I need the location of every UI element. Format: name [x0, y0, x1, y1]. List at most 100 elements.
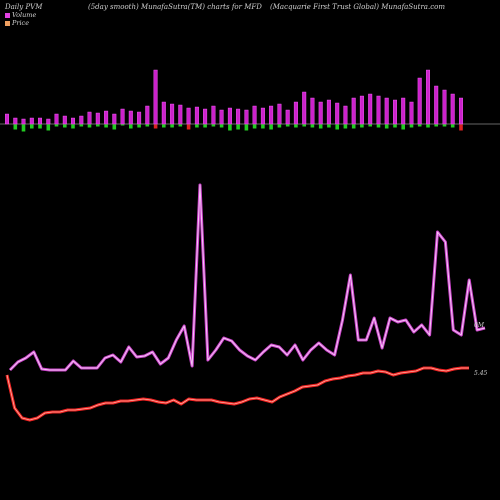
volume-bar-up — [393, 99, 398, 125]
volume-bar-up — [203, 108, 208, 125]
volume-bar-up — [46, 118, 51, 125]
volume-bar-down — [21, 124, 26, 132]
price-line-highlight — [6, 367, 469, 421]
price-swatch — [5, 20, 10, 26]
volume-bar-up — [269, 105, 274, 125]
volume-bar-up — [178, 104, 183, 125]
volume-bar-down — [426, 124, 430, 128]
volume-bar-down — [178, 124, 183, 127]
volume-bar-up — [54, 113, 59, 125]
volume-bar-down — [409, 124, 414, 128]
volume-bar-down — [450, 124, 455, 128]
volume-bar-up — [409, 101, 414, 125]
volume-bar-up — [343, 105, 348, 125]
volume-bar-down — [269, 124, 273, 130]
pvm-line — [8, 183, 486, 372]
volume-bar-up — [335, 102, 340, 125]
volume-bar-down — [236, 124, 240, 130]
volume-bar-up — [417, 77, 422, 125]
volume-bar-down — [63, 124, 67, 128]
volume-bar-down — [327, 124, 331, 128]
volume-bar-down — [351, 124, 356, 129]
volume-bar-down — [195, 124, 199, 128]
legend-label-volume: Volume — [12, 11, 37, 19]
volume-bar-up — [211, 105, 216, 125]
volume-bar-up — [384, 97, 389, 125]
pvm-line-highlight — [9, 184, 486, 371]
volume-bar-up — [326, 99, 331, 125]
volume-bar-down — [252, 124, 257, 129]
volume-bar-up — [227, 107, 232, 125]
volume-bar-up — [112, 113, 117, 125]
volume-bar-up — [368, 93, 373, 125]
volume-bar-up — [277, 103, 282, 125]
volume-bar-down — [302, 124, 306, 127]
volume-bar-up — [219, 109, 224, 125]
volume-bar-down — [376, 124, 381, 128]
volume-bar-down — [244, 124, 249, 131]
volume-bar-down — [13, 124, 18, 130]
volume-bar-up — [318, 101, 323, 125]
volume-bar-up — [120, 108, 125, 125]
volume-bar-down — [104, 124, 108, 128]
volume-bar-down — [120, 124, 125, 126]
volume-bar-down — [87, 124, 92, 128]
volume-bar-down — [54, 124, 59, 127]
volume-bar-down — [343, 124, 348, 129]
volume-bar-down — [261, 124, 265, 129]
volume-bar-down — [368, 124, 372, 127]
volume-bar-down — [112, 124, 117, 130]
volume-bar-down — [79, 124, 84, 127]
volume-bar-down — [170, 124, 174, 128]
volume-bar-up — [459, 97, 464, 125]
volume-bar-down — [145, 124, 150, 127]
price-end-label: 5.45 — [474, 370, 488, 377]
volume-bar-up — [401, 97, 406, 125]
volume-bar-up — [4, 113, 9, 125]
volume-bar-down — [417, 124, 422, 127]
volume-swatch — [5, 12, 10, 18]
volume-bar-up — [95, 112, 100, 125]
volume-bar-down — [71, 124, 75, 129]
volume-bar-up — [450, 93, 455, 125]
volume-bar-down — [285, 124, 290, 127]
volume-bar-up — [70, 117, 75, 125]
volume-bar-down — [294, 124, 298, 128]
volume-bar-up — [29, 117, 34, 125]
volume-bar-up — [293, 101, 298, 125]
volume-bar-up — [128, 110, 133, 125]
volume-bar-up — [21, 118, 26, 125]
volume-bar-down — [137, 124, 141, 128]
volume-bar-up — [62, 115, 67, 125]
volume-bar-up — [137, 111, 142, 125]
volume-bar-down — [310, 124, 315, 128]
volume-bar-up — [153, 69, 158, 125]
header-right: (Macquarie First Trust Global) MunafaSut… — [270, 3, 445, 11]
volume-bar-up — [13, 117, 18, 125]
volume-bar-up — [252, 105, 257, 125]
price-line — [5, 366, 469, 422]
volume-bar-up — [376, 95, 381, 125]
volume-bar-down — [434, 124, 438, 127]
volume-bar-up — [145, 105, 150, 125]
volume-bar-down — [318, 124, 323, 129]
volume-bar-up — [87, 111, 92, 125]
volume-bar-up — [260, 107, 265, 125]
legend-item-volume: Volume — [5, 11, 36, 19]
volume-bar-down — [162, 124, 166, 128]
volume-bar-up — [38, 117, 43, 125]
volume-bar-down — [211, 124, 216, 127]
header-left: Daily PVM — [5, 3, 43, 11]
legend: Volume Price — [5, 11, 36, 27]
volume-bar-up — [442, 89, 447, 125]
volume-bar-up — [104, 110, 109, 125]
volume-bar-down — [30, 124, 34, 129]
header-center: (5day smooth) MunafaSutra(TM) charts for… — [88, 3, 262, 11]
volume-bar-up — [244, 109, 249, 125]
volume-bar-down — [384, 124, 389, 129]
pvm-end-label: 0M — [474, 322, 485, 329]
volume-bar-up — [236, 108, 241, 125]
volume-bar-up — [434, 85, 439, 125]
volume-bar-down — [153, 124, 158, 129]
volume-bar-up — [161, 101, 166, 125]
